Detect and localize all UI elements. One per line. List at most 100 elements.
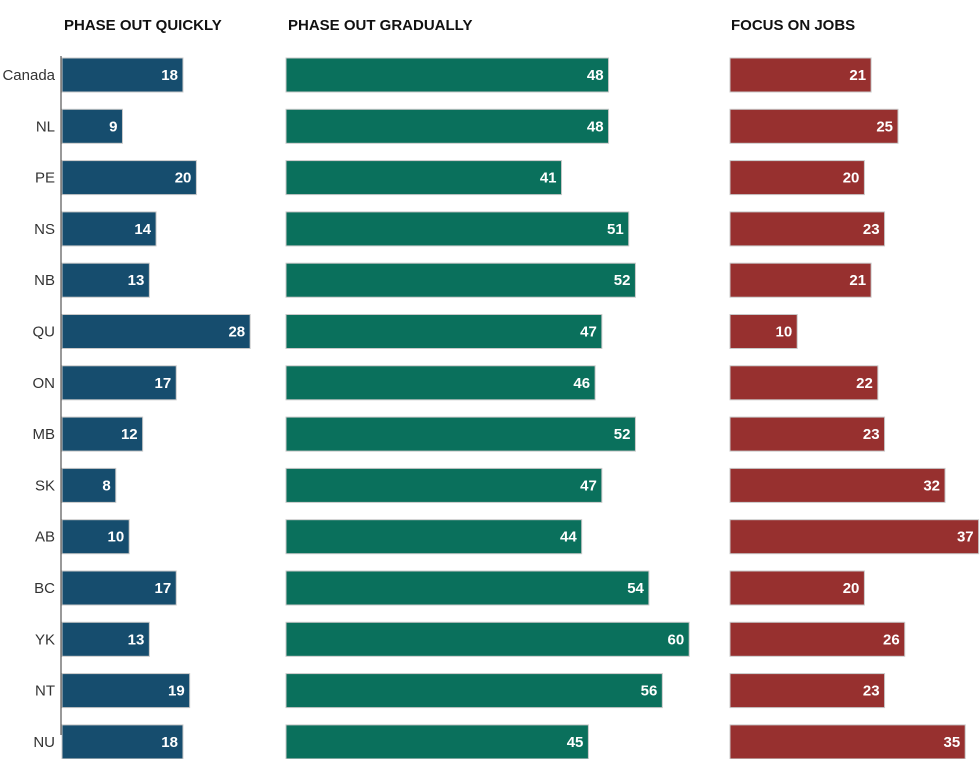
value-label-focus-on-jobs-sk: 32 bbox=[923, 477, 940, 494]
bar-phase-out-gradually-yk bbox=[285, 621, 690, 657]
panel-title-focus-on-jobs: FOCUS ON JOBS bbox=[731, 17, 855, 34]
value-labels: 18 9 20 14 13 28 17 12 8 10 17 13 19 18 48 48 41 51 52 47 46… bbox=[102, 67, 973, 751]
value-label-phase-out-gradually-ab: 44 bbox=[560, 529, 577, 546]
bar-phase-out-gradually-nt bbox=[285, 673, 663, 709]
value-label-phase-out-gradually-sk: 47 bbox=[580, 477, 597, 494]
bar-phase-out-quickly-sk bbox=[61, 467, 117, 503]
bar-phase-out-quickly-nt bbox=[61, 673, 191, 709]
bar-focus-on-jobs-nt bbox=[729, 673, 886, 709]
value-label-focus-on-jobs-yk: 26 bbox=[883, 631, 900, 648]
bar-phase-out-gradually-ab bbox=[285, 519, 583, 555]
row-label-on: ON bbox=[33, 375, 56, 392]
panel-title-phase-out-gradually: PHASE OUT GRADUALLY bbox=[288, 17, 472, 34]
value-label-phase-out-quickly-on: 17 bbox=[155, 375, 172, 392]
bar-phase-out-quickly-mb bbox=[61, 416, 144, 452]
row-label-bc: BC bbox=[34, 580, 55, 597]
row-label-sk: SK bbox=[35, 477, 55, 494]
value-label-phase-out-gradually-ns: 51 bbox=[607, 221, 624, 238]
bar-phase-out-quickly-nl bbox=[61, 108, 123, 144]
value-label-focus-on-jobs-nt: 23 bbox=[863, 683, 880, 700]
bar-focus-on-jobs-yk bbox=[729, 621, 906, 657]
value-label-phase-out-quickly-ab: 10 bbox=[108, 529, 125, 546]
row-label-yk: YK bbox=[35, 631, 55, 648]
value-label-focus-on-jobs-bc: 20 bbox=[843, 580, 860, 597]
value-label-phase-out-gradually-nl: 48 bbox=[587, 118, 604, 135]
value-label-phase-out-gradually-pe: 41 bbox=[540, 170, 557, 187]
value-label-phase-out-quickly-yk: 13 bbox=[128, 631, 145, 648]
value-label-phase-out-gradually-mb: 52 bbox=[614, 426, 631, 443]
value-label-phase-out-gradually-nb: 52 bbox=[614, 272, 631, 289]
bar-phase-out-gradually-mb bbox=[285, 416, 636, 452]
bar-focus-on-jobs-bc bbox=[729, 570, 865, 606]
row-label-pe: PE bbox=[35, 170, 55, 187]
bar-phase-out-gradually-canada bbox=[285, 57, 610, 93]
bar-phase-out-gradually-on bbox=[285, 365, 596, 401]
bar-phase-out-gradually-ns bbox=[285, 211, 630, 247]
value-label-phase-out-quickly-nu: 18 bbox=[161, 734, 178, 751]
row-label-ns: NS bbox=[34, 221, 55, 238]
bar-focus-on-jobs-nl bbox=[729, 108, 899, 144]
value-label-phase-out-gradually-on: 46 bbox=[573, 375, 590, 392]
bar-phase-out-quickly-ab bbox=[61, 519, 130, 555]
row-label-canada: Canada bbox=[2, 67, 55, 84]
bar-focus-on-jobs-nb bbox=[729, 262, 872, 298]
bar-focus-on-jobs-qu bbox=[729, 314, 798, 349]
bar-focus-on-jobs-ab bbox=[729, 519, 980, 555]
value-label-focus-on-jobs-canada: 21 bbox=[849, 67, 866, 84]
value-label-phase-out-gradually-yk: 60 bbox=[668, 631, 685, 648]
bar-focus-on-jobs-nu bbox=[729, 724, 966, 759]
bars bbox=[61, 57, 980, 759]
bar-phase-out-gradually-pe bbox=[285, 160, 563, 196]
bar-focus-on-jobs-pe bbox=[729, 160, 865, 196]
row-labels: Canada NL PE NS NB QU ON MB SK AB BC YK NT NU bbox=[2, 67, 55, 751]
value-label-phase-out-quickly-canada: 18 bbox=[161, 67, 178, 84]
bar-phase-out-quickly-canada bbox=[61, 57, 184, 93]
value-label-phase-out-quickly-nt: 19 bbox=[168, 683, 185, 700]
row-label-nt: NT bbox=[35, 683, 55, 700]
value-label-phase-out-gradually-nt: 56 bbox=[641, 683, 658, 700]
bar-focus-on-jobs-sk bbox=[729, 467, 946, 503]
value-label-focus-on-jobs-on: 22 bbox=[856, 375, 873, 392]
row-label-mb: MB bbox=[33, 426, 56, 443]
value-label-focus-on-jobs-qu: 10 bbox=[776, 324, 793, 341]
panel-titles: PHASE OUT QUICKLY PHASE OUT GRADUALLY FO… bbox=[64, 17, 855, 34]
value-label-phase-out-quickly-sk: 8 bbox=[102, 477, 110, 494]
row-label-nb: NB bbox=[34, 272, 55, 289]
bar-focus-on-jobs-on bbox=[729, 365, 879, 401]
bar-phase-out-gradually-nu bbox=[285, 724, 589, 759]
bar-phase-out-quickly-on bbox=[61, 365, 177, 401]
bar-phase-out-quickly-bc bbox=[61, 570, 177, 606]
value-label-phase-out-quickly-nb: 13 bbox=[128, 272, 145, 289]
value-label-phase-out-quickly-bc: 17 bbox=[155, 580, 172, 597]
row-label-qu: QU bbox=[33, 324, 56, 341]
value-label-focus-on-jobs-ns: 23 bbox=[863, 221, 880, 238]
bar-focus-on-jobs-canada bbox=[729, 57, 872, 93]
row-label-nl: NL bbox=[36, 118, 55, 135]
value-label-phase-out-gradually-bc: 54 bbox=[627, 580, 644, 597]
value-label-focus-on-jobs-ab: 37 bbox=[957, 529, 974, 546]
value-label-phase-out-gradually-canada: 48 bbox=[587, 67, 604, 84]
bar-phase-out-gradually-bc bbox=[285, 570, 650, 606]
value-label-phase-out-quickly-qu: 28 bbox=[228, 324, 245, 341]
value-label-phase-out-quickly-pe: 20 bbox=[175, 170, 192, 187]
bar-focus-on-jobs-mb bbox=[729, 416, 886, 452]
bar-phase-out-quickly-nu bbox=[61, 724, 184, 759]
value-label-phase-out-quickly-nl: 9 bbox=[109, 118, 117, 135]
row-label-nu: NU bbox=[33, 734, 55, 751]
value-label-phase-out-gradually-qu: 47 bbox=[580, 324, 597, 341]
value-label-focus-on-jobs-nu: 35 bbox=[944, 734, 961, 751]
bar-phase-out-gradually-nl bbox=[285, 108, 610, 144]
value-label-phase-out-gradually-nu: 45 bbox=[567, 734, 584, 751]
value-label-phase-out-quickly-mb: 12 bbox=[121, 426, 138, 443]
bar-phase-out-quickly-qu bbox=[61, 314, 251, 349]
bar-phase-out-quickly-pe bbox=[61, 160, 197, 196]
value-label-focus-on-jobs-pe: 20 bbox=[843, 170, 860, 187]
row-label-ab: AB bbox=[35, 529, 55, 546]
bar-phase-out-gradually-nb bbox=[285, 262, 636, 298]
value-label-focus-on-jobs-mb: 23 bbox=[863, 426, 880, 443]
value-label-focus-on-jobs-nl: 25 bbox=[876, 118, 893, 135]
bar-phase-out-gradually-sk bbox=[285, 467, 603, 503]
bar-phase-out-quickly-yk bbox=[61, 621, 150, 657]
bar-phase-out-quickly-nb bbox=[61, 262, 150, 298]
